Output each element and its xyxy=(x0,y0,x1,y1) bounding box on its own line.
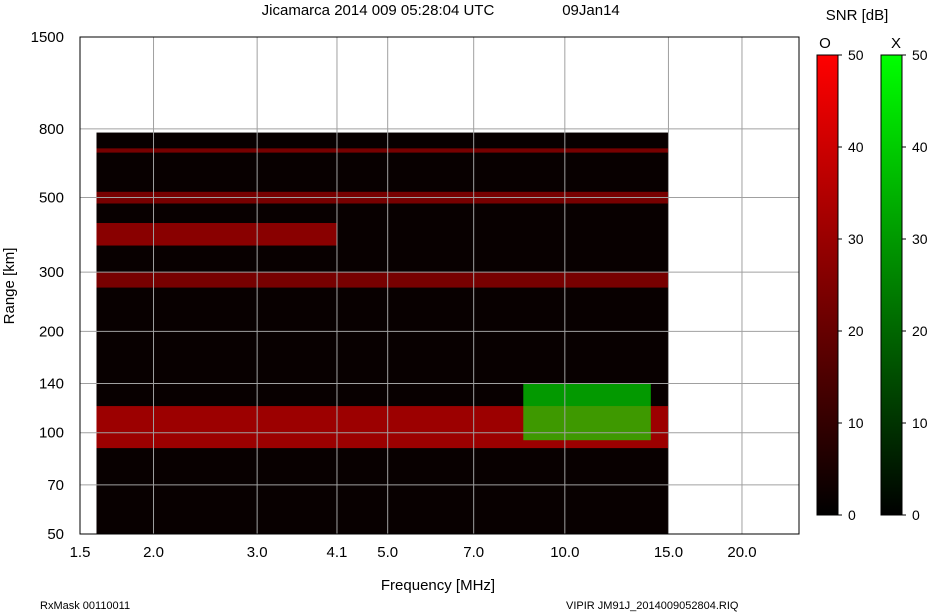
echo-trace-o xyxy=(96,223,337,246)
x-mode-label: X xyxy=(891,35,901,52)
colorbar-tick-label: 10 xyxy=(848,415,864,431)
colorbar-tick-label: 40 xyxy=(848,139,864,155)
y-tick-label: 1500 xyxy=(31,29,64,46)
x-tick-label: 7.0 xyxy=(463,544,484,561)
x-tick-label: 1.5 xyxy=(70,544,91,561)
x-mode-colorbar xyxy=(880,54,903,516)
echo-trace-o xyxy=(96,272,669,288)
o-mode-colorbar xyxy=(816,54,839,516)
colorbar-tick-label: 20 xyxy=(912,323,928,339)
y-tick-label: 100 xyxy=(39,425,64,442)
y-tick-label: 200 xyxy=(39,323,64,340)
x-axis-label: Frequency [MHz] xyxy=(381,577,495,594)
colorbar-tick-label: 20 xyxy=(848,323,864,339)
colorbar-tick-label: 30 xyxy=(848,231,864,247)
x-tick-label: 3.0 xyxy=(247,544,268,561)
colorbar-tick-label: 50 xyxy=(912,47,928,63)
y-tick-label: 140 xyxy=(39,376,64,393)
plot-frame xyxy=(79,36,800,535)
y-tick-label: 300 xyxy=(39,264,64,281)
colorbar-tick-label: 10 xyxy=(912,415,928,431)
snr-heatmap xyxy=(96,132,669,535)
x-tick-label: 2.0 xyxy=(143,544,164,561)
colorbar-tick-label: 0 xyxy=(848,507,856,523)
y-tick-label: 50 xyxy=(47,526,64,543)
x-tick-label: 10.0 xyxy=(550,544,579,561)
y-tick-label: 800 xyxy=(39,121,64,138)
data-background xyxy=(96,132,669,535)
colorbar-ticks: 0 10 20 30 40 50 0 10 20 30 40 50 xyxy=(838,47,928,523)
y-tick-label: 70 xyxy=(47,477,64,494)
o-mode-label: O xyxy=(819,35,831,52)
x-tick-label: 4.1 xyxy=(327,544,348,561)
x-tick-label: 20.0 xyxy=(727,544,756,561)
x-tick-label: 5.0 xyxy=(377,544,398,561)
colorbar-label: SNR [dB] xyxy=(826,7,889,24)
colorbar-tick-label: 40 xyxy=(912,139,928,155)
chart-date: 09Jan14 xyxy=(562,2,620,19)
echo-trace-x xyxy=(523,383,651,441)
file-name-text: VIPIR JM91J_2014009052804.RIQ xyxy=(566,600,739,612)
x-axis-ticks: 1.5 2.0 3.0 4.1 5.0 7.0 10.0 15.0 20.0 xyxy=(70,544,757,561)
y-axis-label: Range [km] xyxy=(1,248,18,325)
y-tick-label: 500 xyxy=(39,190,64,207)
chart-title: Jicamarca 2014 009 05:28:04 UTC xyxy=(262,2,495,19)
colorbar-tick-label: 30 xyxy=(912,231,928,247)
y-axis-ticks: 50 70 100 140 200 300 500 800 1500 xyxy=(31,29,64,543)
rx-mask-text: RxMask 00110011 xyxy=(40,600,130,612)
echo-trace-o xyxy=(96,148,669,153)
colorbar-tick-label: 0 xyxy=(912,507,920,523)
grid-lines xyxy=(79,36,799,535)
x-tick-label: 15.0 xyxy=(654,544,683,561)
colorbar-tick-label: 50 xyxy=(848,47,864,63)
